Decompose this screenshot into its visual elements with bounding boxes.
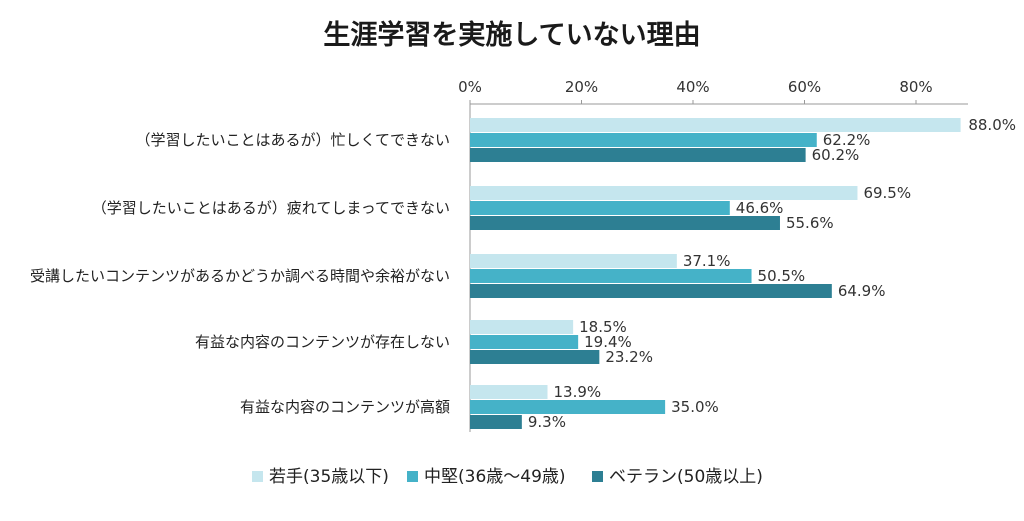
data-label: 13.9% — [553, 383, 601, 401]
bar — [470, 284, 832, 298]
bar — [470, 216, 780, 230]
x-tick-label: 20% — [565, 78, 598, 96]
data-label: 62.2% — [823, 131, 871, 149]
x-tick-label: 60% — [788, 78, 821, 96]
legend-swatch — [252, 471, 263, 482]
data-label: 9.3% — [528, 413, 566, 431]
data-label: 37.1% — [683, 252, 731, 270]
bar — [470, 415, 522, 429]
chart-title: 生涯学習を実施していない理由 — [323, 19, 700, 51]
bar — [470, 400, 666, 414]
bar — [470, 269, 752, 283]
x-tick-label: 40% — [676, 78, 709, 96]
data-label: 23.2% — [605, 348, 653, 366]
legend-swatch — [407, 471, 418, 482]
legend-label: 中堅(36歳～49歳) — [424, 467, 566, 487]
bar — [470, 385, 548, 399]
bar — [470, 201, 730, 215]
bar — [470, 320, 574, 334]
data-label: 50.5% — [758, 267, 806, 285]
legend-label: ベテラン(50歳以上) — [609, 467, 763, 487]
bar — [470, 335, 579, 349]
bar — [470, 133, 817, 147]
data-label: 46.6% — [736, 199, 784, 217]
category-label: 有益な内容のコンテンツが高額 — [240, 398, 450, 416]
data-label: 35.0% — [671, 398, 719, 416]
data-label: 18.5% — [579, 318, 627, 336]
data-label: 88.0% — [968, 116, 1016, 134]
category-label: 有益な内容のコンテンツが存在しない — [195, 333, 450, 351]
data-label: 60.2% — [812, 146, 860, 164]
x-tick-label: 80% — [899, 78, 932, 96]
bar — [470, 148, 806, 162]
data-label: 64.9% — [838, 282, 886, 300]
data-label: 55.6% — [786, 214, 834, 232]
category-label: （学習したいことはあるが）忙しくてできない — [135, 131, 450, 149]
category-label: 受講したいコンテンツがあるかどうか調べる時間や余裕がない — [30, 267, 450, 285]
bar — [470, 118, 961, 132]
bar — [470, 254, 677, 268]
bar — [470, 350, 600, 364]
data-label: 69.5% — [863, 184, 911, 202]
data-label: 19.4% — [584, 333, 632, 351]
x-tick-label: 0% — [458, 78, 482, 96]
legend-swatch — [592, 471, 603, 482]
legend-label: 若手(35歳以下) — [269, 467, 389, 487]
category-label: （学習したいことはあるが）疲れてしまってできない — [92, 199, 450, 217]
bar — [470, 186, 858, 200]
